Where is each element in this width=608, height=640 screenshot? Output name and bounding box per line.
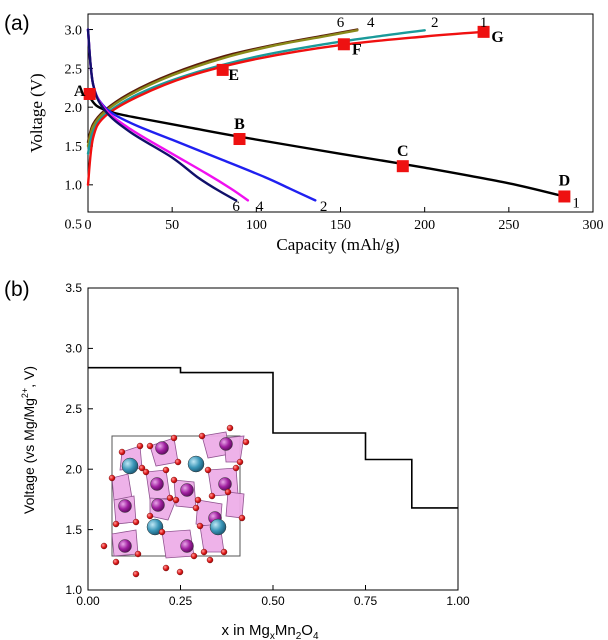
state-marker-label: G — [491, 29, 504, 46]
y-tick-label: 0.5 — [65, 218, 83, 233]
state-marker-label: D — [559, 172, 571, 189]
y-tick-label: 1.5 — [65, 523, 82, 537]
state-marker — [233, 133, 246, 146]
x-tick-label: 0.50 — [261, 594, 285, 608]
cycle-label: 6 — [337, 15, 345, 31]
series-line-charge-4 — [86, 29, 359, 148]
x-tick-label: 250 — [498, 218, 519, 233]
x-tick-label: 100 — [246, 218, 267, 233]
x-tick-label: 200 — [414, 218, 435, 233]
series-line-discharge-6 — [86, 28, 238, 202]
x-axis-title-b: x in MgxMn2O4 — [222, 622, 319, 640]
y-tick-label: 3.0 — [65, 342, 82, 356]
x-tick-label: 50 — [165, 218, 179, 233]
cycle-label: 2 — [320, 199, 328, 215]
cycle-label: 2 — [431, 15, 439, 31]
y-tick-label: 2.0 — [65, 101, 83, 116]
y-tick-label: 1.0 — [65, 583, 82, 597]
x-tick-label: 0.25 — [169, 594, 193, 608]
x-tick-label: 0.00 — [76, 594, 100, 608]
panel-a: (a) 0 50 100 150 200 250 300 0.5 1.0 1.5 2.0 2.5 3.0… — [4, 12, 604, 254]
point-markers-a: A B C D E F G — [74, 25, 571, 203]
y-tick-label: 3.0 — [65, 23, 83, 38]
state-marker-label: B — [234, 116, 245, 133]
x-tick-label: 300 — [583, 218, 604, 233]
series-group-b — [88, 366, 458, 509]
x-axis-title-a: Capacity (mAh/g) — [276, 235, 399, 254]
crystal-structure-inset — [100, 424, 250, 578]
cycle-label: 4 — [256, 199, 264, 215]
y-axis-title-b: Voltage (vs Mg/Mg2+, V) — [20, 366, 37, 514]
axis-ticks-b: 0.00 0.25 0.50 0.75 1.00 1.0 1.5 2.0 2.5 3.0 3.5 — [65, 281, 470, 608]
axis-ticks-a: 0 50 100 150 200 250 300 0.5 1.0 1.5 2.0 2.5 3.0 — [65, 23, 604, 233]
state-marker-label: A — [74, 83, 86, 100]
state-marker — [396, 160, 409, 173]
x-tick-label: 150 — [330, 218, 351, 233]
y-axis-title-a: Voltage (V) — [27, 73, 46, 152]
panel-b: (b) 0.00 0.25 0.50 0.75 1.00 1.0 1.5 2.0 2.5 3.0 3… — [4, 278, 470, 640]
panel-label-a: (a) — [4, 12, 30, 35]
y-tick-label: 1.0 — [65, 179, 83, 194]
y-tick-label: 3.5 — [65, 281, 82, 295]
x-tick-label: 0.75 — [354, 594, 378, 608]
state-marker-label: F — [352, 41, 362, 58]
state-marker — [337, 38, 350, 51]
x-tick-label: 1.00 — [446, 594, 470, 608]
curve-labels-a: 6 4 2 16 4 2 1 — [232, 15, 580, 215]
y-tick-label: 2.5 — [65, 402, 82, 416]
panel-label-b: (b) — [4, 278, 30, 301]
series-line-charge-1 — [86, 30, 485, 186]
series-group-a — [86, 28, 566, 202]
state-marker — [477, 25, 490, 38]
cycle-label: 1 — [480, 15, 488, 31]
state-marker-label: C — [397, 143, 409, 160]
step-voltage-line — [88, 366, 458, 509]
cycle-label: 6 — [232, 199, 240, 215]
state-marker — [216, 63, 229, 76]
state-marker — [558, 190, 571, 203]
state-marker — [83, 87, 96, 100]
cycle-label: 1 — [572, 196, 580, 212]
y-tick-label: 2.0 — [65, 462, 82, 476]
cycle-label: 4 — [367, 15, 375, 31]
state-marker-label: E — [228, 67, 239, 84]
y-tick-label: 2.5 — [65, 62, 83, 77]
x-tick-label: 0 — [85, 218, 92, 233]
y-tick-label: 1.5 — [65, 140, 83, 155]
